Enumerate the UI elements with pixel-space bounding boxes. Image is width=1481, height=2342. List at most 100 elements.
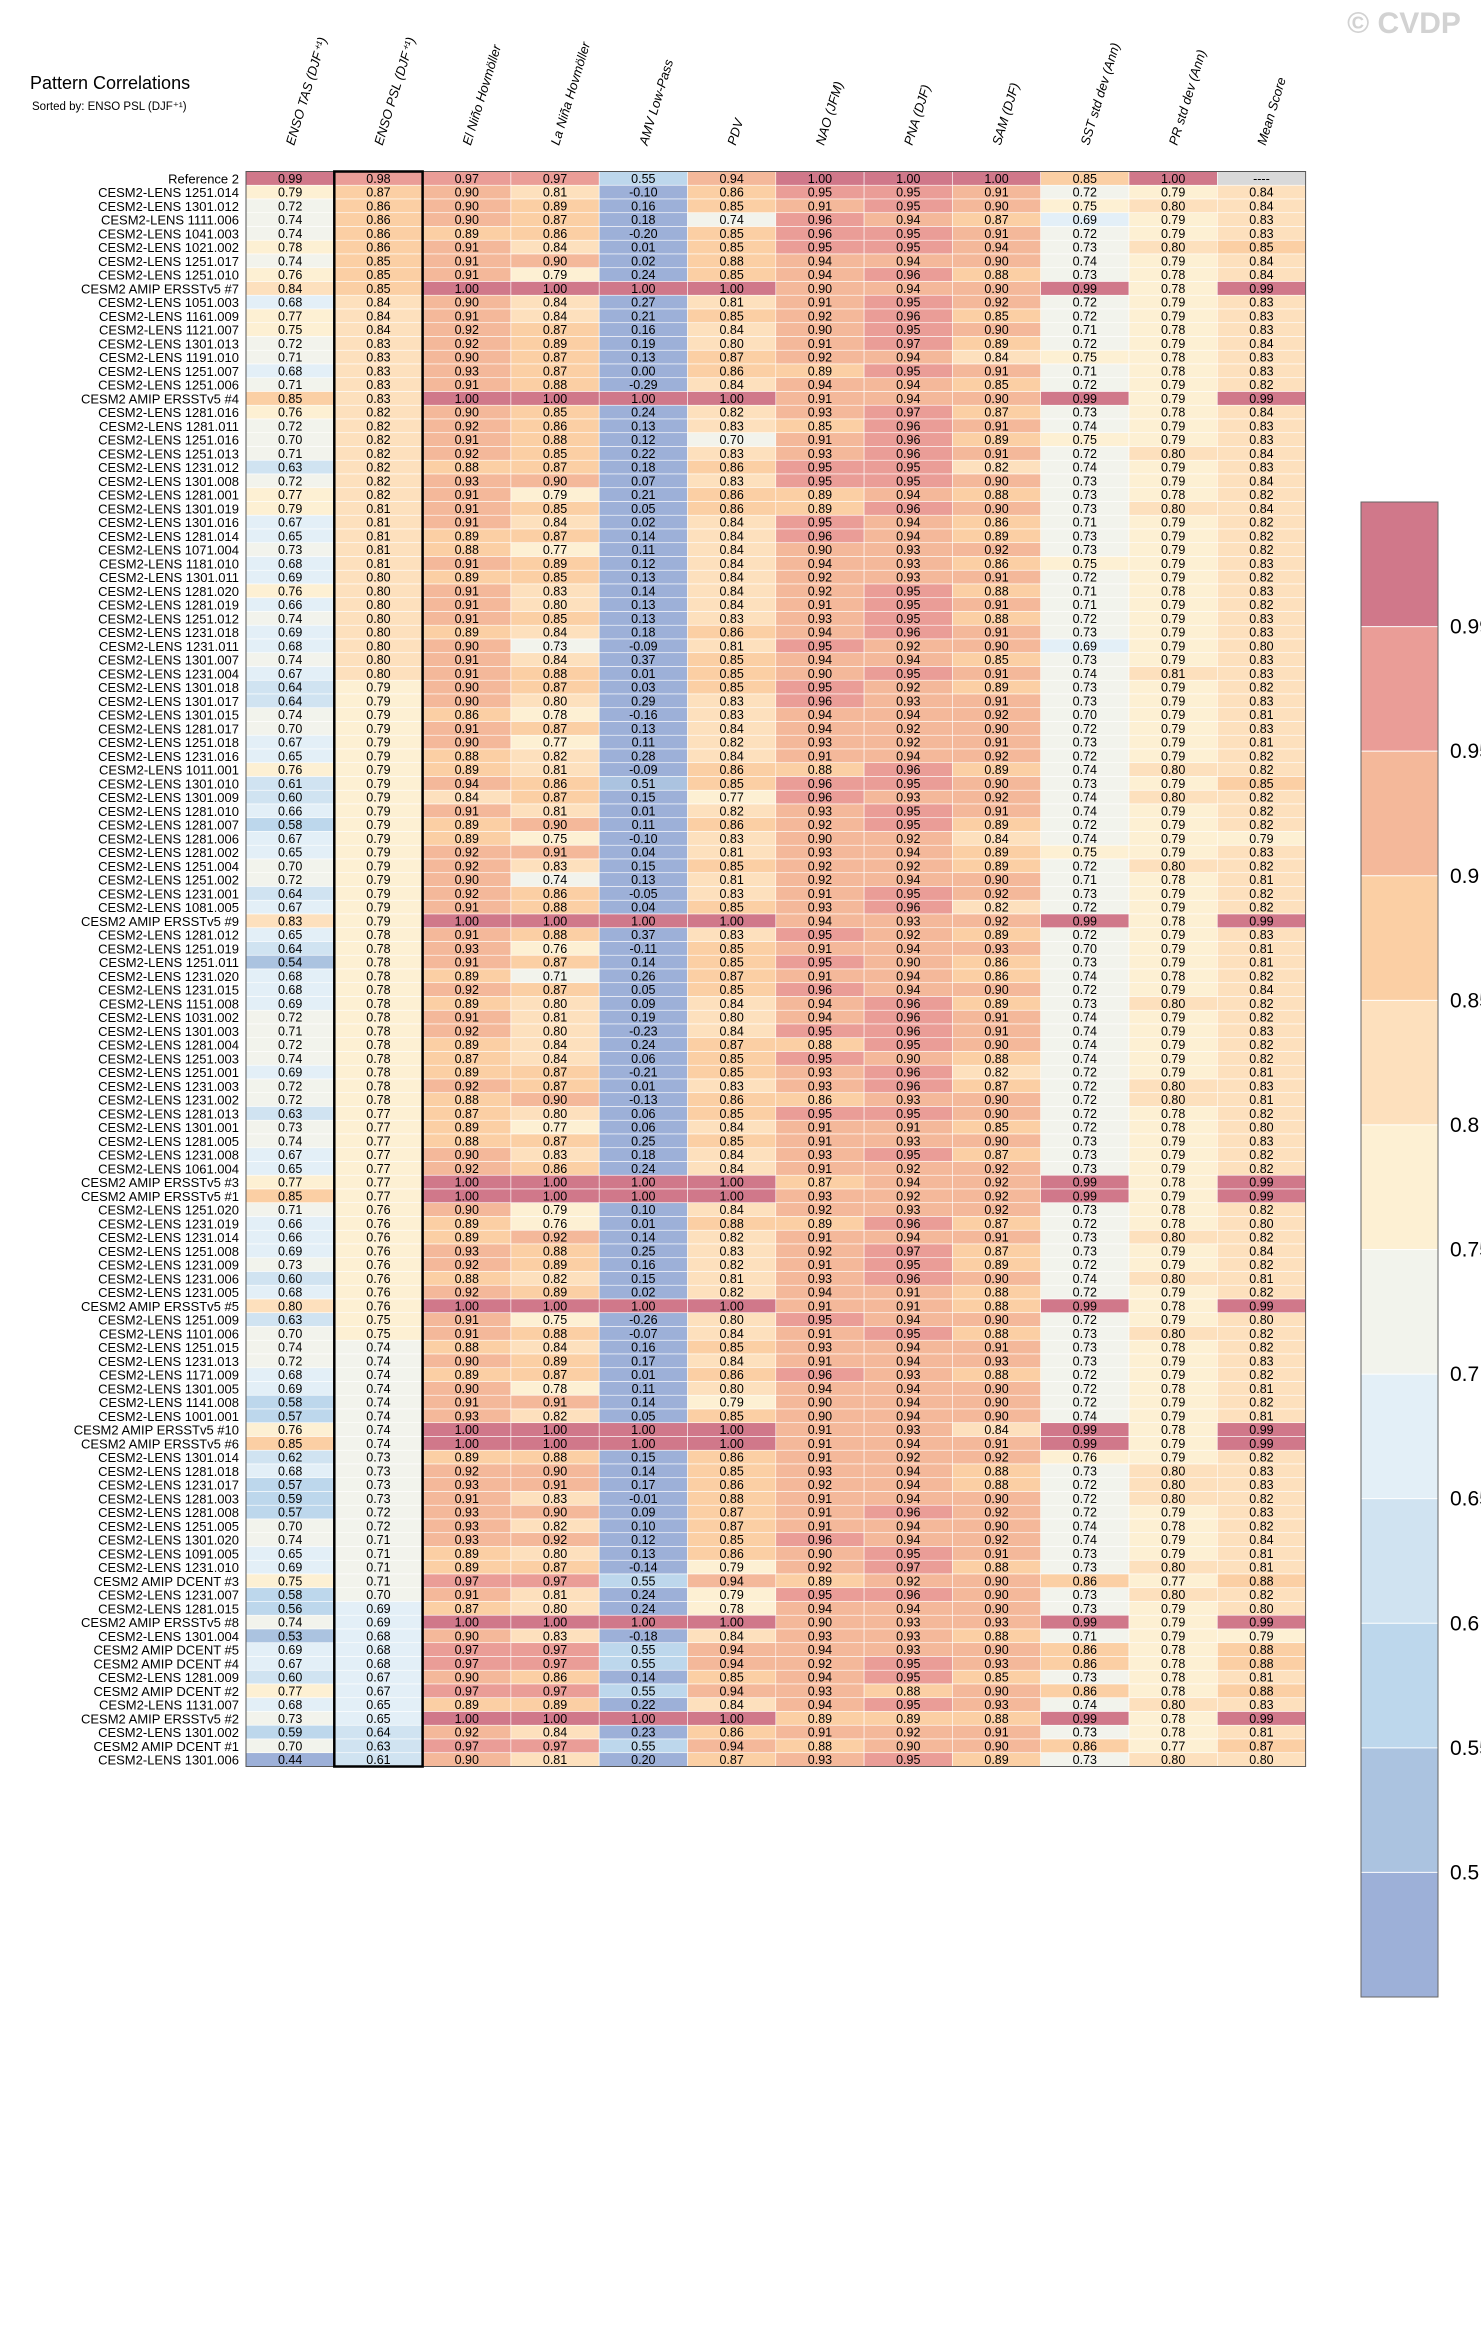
cell-value: 0.96 <box>896 419 920 433</box>
cell-value: 0.87 <box>719 1519 743 1533</box>
cell-value: 0.93 <box>896 557 920 571</box>
cell-value: 0.90 <box>984 1409 1008 1423</box>
cell-value: 0.17 <box>631 1478 655 1492</box>
cell-value: 0.89 <box>543 1286 567 1300</box>
cell-value: 0.74 <box>278 1341 302 1355</box>
cell-value: 0.80 <box>1161 1327 1185 1341</box>
cell-value: 0.94 <box>896 488 920 502</box>
cell-value: 0.78 <box>1161 488 1185 502</box>
cell-value: 0.87 <box>543 1134 567 1148</box>
cell-value: 0.79 <box>1161 956 1185 970</box>
cell-value: 0.82 <box>1249 791 1273 805</box>
cell-value: 0.86 <box>719 461 743 475</box>
cell-value: 0.88 <box>984 1052 1008 1066</box>
cell-value: 0.20 <box>631 1753 655 1767</box>
cell-value: 0.90 <box>984 1313 1008 1327</box>
cell-value: 0.94 <box>896 1478 920 1492</box>
cell-value: 0.93 <box>896 791 920 805</box>
cell-value: 0.92 <box>896 736 920 750</box>
cell-value: 0.74 <box>1073 667 1097 681</box>
cell-value: 0.82 <box>1249 997 1273 1011</box>
cell-value: 0.55 <box>631 1574 655 1588</box>
cell-value: 0.85 <box>366 254 390 268</box>
cell-value: 0.89 <box>455 969 479 983</box>
cell-value: 0.84 <box>366 296 390 310</box>
cell-value: 0.90 <box>984 777 1008 791</box>
cell-value: 0.99 <box>1249 1616 1273 1630</box>
cell-value: 0.58 <box>278 1396 302 1410</box>
cell-value: 0.80 <box>366 571 390 585</box>
cell-value: 0.73 <box>366 1492 390 1506</box>
cell-value: 0.57 <box>278 1506 302 1520</box>
cell-value: 1.00 <box>719 1423 743 1437</box>
cell-value: 0.79 <box>1161 1354 1185 1368</box>
cell-value: 0.82 <box>1249 1492 1273 1506</box>
cell-value: 0.89 <box>455 529 479 543</box>
cell-value: 0.93 <box>808 846 832 860</box>
cell-value: 0.85 <box>543 502 567 516</box>
cell-value: 0.90 <box>455 199 479 213</box>
cell-value: 0.80 <box>1161 763 1185 777</box>
cell-value: 0.88 <box>984 584 1008 598</box>
cell-value: -0.09 <box>629 763 658 777</box>
cell-value: 0.92 <box>984 749 1008 763</box>
cell-value: 0.44 <box>278 1753 302 1767</box>
cell-value: 0.81 <box>543 1011 567 1025</box>
cell-value: 0.82 <box>719 406 743 420</box>
cell-value: 0.92 <box>896 1451 920 1465</box>
cell-value: 0.87 <box>543 791 567 805</box>
row-label: CESM2-LENS 1231.004 <box>98 666 239 681</box>
cell-value: 0.96 <box>896 1011 920 1025</box>
cell-value: 0.86 <box>543 227 567 241</box>
cell-value: 0.74 <box>1073 254 1097 268</box>
cell-value: 0.79 <box>1161 846 1185 860</box>
cell-value: 0.91 <box>455 557 479 571</box>
cell-value: 0.82 <box>543 749 567 763</box>
cell-value: 0.99 <box>1073 1616 1097 1630</box>
cell-value: 0.75 <box>543 1313 567 1327</box>
cell-value: 0.96 <box>808 777 832 791</box>
cell-value: 0.92 <box>896 1189 920 1203</box>
colorbar-tick-label: 0.6 <box>1450 1612 1479 1635</box>
cell-value: 0.90 <box>808 832 832 846</box>
cell-value: 0.72 <box>1073 901 1097 915</box>
cell-value: 0.97 <box>896 406 920 420</box>
cell-value: 0.82 <box>1249 1148 1273 1162</box>
cell-value: 0.13 <box>631 612 655 626</box>
cell-value: 0.86 <box>719 186 743 200</box>
cell-value: 0.81 <box>1249 942 1273 956</box>
cell-value: 0.97 <box>543 1684 567 1698</box>
cell-value: 0.74 <box>1073 419 1097 433</box>
cell-value: 0.99 <box>1249 1189 1273 1203</box>
cell-value: 0.93 <box>455 1409 479 1423</box>
cell-value: 0.96 <box>896 1588 920 1602</box>
cell-value: 0.95 <box>808 1052 832 1066</box>
cell-value: 1.00 <box>455 1616 479 1630</box>
row-label: CESM2-LENS 1251.005 <box>98 1519 239 1534</box>
cell-value: 0.93 <box>808 1629 832 1643</box>
cell-value: 0.94 <box>896 983 920 997</box>
cell-value: 0.92 <box>455 1726 479 1740</box>
colorbar-segment <box>1361 875 1438 1001</box>
cell-value: 0.85 <box>1249 241 1273 255</box>
cell-value: 0.16 <box>631 1258 655 1272</box>
cell-value: 0.94 <box>896 708 920 722</box>
cell-value: 0.87 <box>719 1038 743 1052</box>
cell-value: 0.92 <box>455 846 479 860</box>
cell-value: 0.72 <box>278 1354 302 1368</box>
cell-value: 0.71 <box>543 969 567 983</box>
cell-value: 0.94 <box>719 172 743 186</box>
cell-value: 0.37 <box>631 653 655 667</box>
cell-value: 0.64 <box>278 681 302 695</box>
cell-value: 0.18 <box>631 1148 655 1162</box>
cell-value: 0.91 <box>455 254 479 268</box>
cell-value: 0.79 <box>1161 901 1185 915</box>
cell-value: 0.83 <box>1249 653 1273 667</box>
cell-value: 0.86 <box>719 1478 743 1492</box>
cell-value: 0.92 <box>896 1574 920 1588</box>
cell-value: 0.86 <box>808 1093 832 1107</box>
cell-value: 0.88 <box>984 1286 1008 1300</box>
cell-value: 0.91 <box>455 1588 479 1602</box>
cell-value: 0.93 <box>808 1148 832 1162</box>
cell-value: 0.86 <box>366 213 390 227</box>
